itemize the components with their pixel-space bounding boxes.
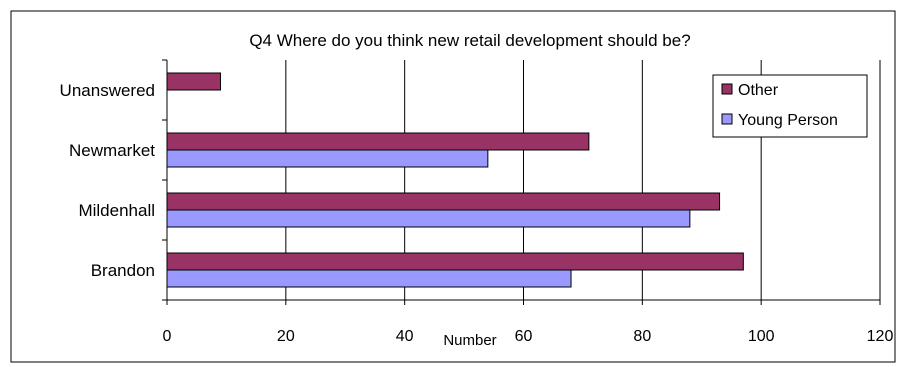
- bar-young-person-brandon: [166, 269, 572, 288]
- bar-young-person-newmarket: [166, 149, 489, 168]
- legend-label-young-person: Young Person: [738, 112, 838, 129]
- bar-other-unanswered: [166, 72, 221, 91]
- x-tick-label-120: 120: [867, 328, 894, 345]
- bar-other-brandon: [166, 252, 744, 271]
- chart-border: [10, 10, 896, 363]
- x-tick-label-100: 100: [748, 328, 775, 345]
- x-axis-label: Number: [443, 332, 496, 349]
- legend: Other Young Person: [712, 74, 868, 138]
- y-category-labels: Unanswered Newmarket Mildenhall Brandon: [60, 81, 156, 280]
- y-category-label-newmarket: Newmarket: [69, 141, 155, 160]
- legend-box: [712, 74, 868, 138]
- bar-young-person-mildenhall: [166, 209, 691, 228]
- bar-other-newmarket: [166, 132, 590, 151]
- legend-swatch-young-person: [721, 113, 733, 125]
- x-tick-label-80: 80: [633, 328, 651, 345]
- y-category-label-brandon: Brandon: [91, 261, 155, 280]
- x-tick-label-0: 0: [163, 328, 172, 345]
- y-category-label-unanswered: Unanswered: [60, 81, 155, 100]
- x-tick-labels: 0 20 40 60 80 100 120: [163, 328, 894, 345]
- bar-other-mildenhall: [166, 192, 721, 211]
- x-tick-label-40: 40: [396, 328, 414, 345]
- chart-title: Q4 Where do you think new retail develop…: [249, 31, 690, 50]
- legend-label-other: Other: [738, 82, 779, 99]
- y-category-label-mildenhall: Mildenhall: [78, 201, 155, 220]
- legend-swatch-other: [721, 83, 733, 95]
- x-tick-label-20: 20: [277, 328, 295, 345]
- x-tick-label-60: 60: [515, 328, 533, 345]
- axes: [162, 59, 881, 305]
